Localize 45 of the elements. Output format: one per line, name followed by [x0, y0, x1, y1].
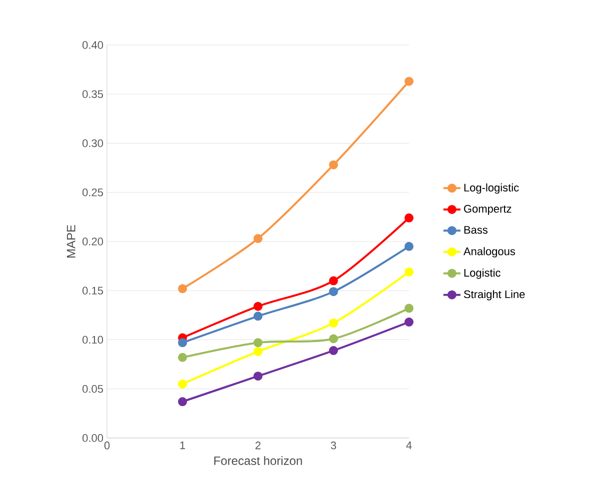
x-axis-title: Forecast horizon — [214, 456, 302, 465]
point — [329, 287, 338, 296]
legend-label: Bass — [464, 226, 488, 234]
y-tick-label: 0.10 — [82, 336, 104, 344]
point — [254, 347, 262, 356]
legend-label: Straight Line — [464, 290, 525, 300]
x-tick-label: 0 — [104, 442, 110, 450]
x-tick-label: 2 — [255, 442, 261, 450]
point — [178, 338, 188, 348]
y-tick-label: 0.15 — [82, 286, 103, 295]
point — [404, 242, 414, 251]
point — [404, 213, 414, 222]
x-tick-label: 1 — [180, 442, 186, 450]
point — [404, 267, 414, 276]
y-tick-label: 0.35 — [82, 90, 103, 98]
point — [254, 234, 262, 244]
y-axis-title: MAPE — [66, 225, 76, 258]
y-tick-label: 0.25 — [82, 188, 103, 196]
point — [254, 302, 262, 311]
point — [254, 338, 262, 348]
y-tick-label: 0.05 — [82, 384, 103, 393]
y-tick-label: 0.20 — [82, 238, 104, 246]
legend-label: Analogous — [463, 247, 516, 258]
legend-label: Log-logistic — [464, 183, 519, 194]
point — [404, 304, 414, 313]
point — [329, 160, 338, 170]
point — [329, 276, 338, 286]
y-tick-label: 0.00 — [82, 434, 104, 442]
point — [178, 379, 188, 388]
point — [404, 76, 414, 86]
point — [329, 346, 338, 356]
point — [404, 318, 414, 327]
point — [329, 334, 338, 344]
point — [178, 397, 188, 406]
y-tick-label: 0.40 — [82, 41, 104, 49]
legend-label: Logistic — [464, 268, 500, 279]
y-tick-label: 0.30 — [82, 139, 104, 148]
point — [254, 312, 262, 321]
x-tick-label: 3 — [330, 442, 336, 450]
point — [329, 318, 338, 328]
legend-label: Gompertz — [464, 204, 512, 215]
point — [178, 352, 188, 362]
x-tick-label: 4 — [406, 442, 412, 450]
point — [254, 372, 262, 381]
point — [178, 284, 188, 294]
